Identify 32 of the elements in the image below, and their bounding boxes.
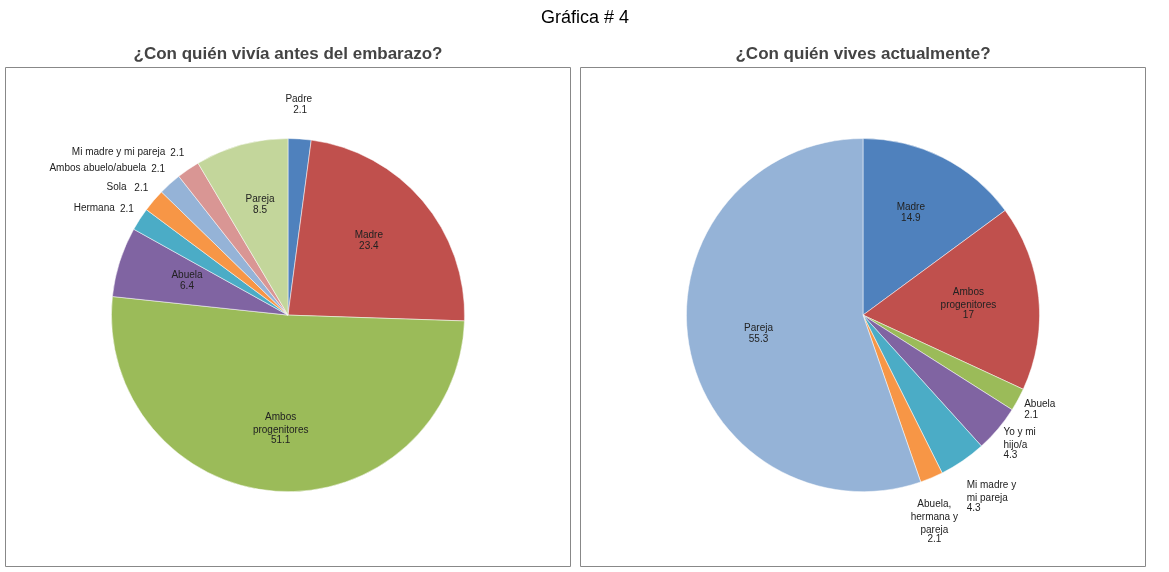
data-label: 8.5 xyxy=(253,203,268,215)
data-label: 4.3 xyxy=(1003,448,1018,460)
slice-label: Yo y mi hijo/a xyxy=(1003,425,1036,450)
data-label: 23.4 xyxy=(359,239,379,251)
chart-title: ¿Con quién vivía antes del embarazo? xyxy=(133,43,443,63)
data-label: 2.1 xyxy=(119,202,135,214)
slice-label: Mi madre y mi pareja xyxy=(71,145,166,157)
data-label: 17 xyxy=(962,308,975,320)
data-label: 2.1 xyxy=(1024,408,1039,420)
slice-label: Madre xyxy=(354,228,384,240)
slice-label: Abuela xyxy=(171,268,204,280)
data-label: 2.1 xyxy=(151,162,166,174)
data-label: 55.3 xyxy=(748,332,769,344)
slice-label: Sola xyxy=(106,180,127,192)
data-label: 2.1 xyxy=(134,181,149,193)
slice-label: Madre xyxy=(896,200,926,212)
slice-label: Mi madre y mi pareja xyxy=(966,478,1017,503)
slice-label: Padre xyxy=(285,93,313,105)
text: Gráfica # 4 xyxy=(540,6,630,29)
data-label: 4.3 xyxy=(966,501,982,513)
data-label: 6.4 xyxy=(180,279,195,291)
slice-label: Ambos abuelo/abuela xyxy=(49,162,147,174)
slice-label: Ambos progenitores xyxy=(252,410,309,435)
slice-label: Pareja xyxy=(245,192,275,204)
data-label: 2.1 xyxy=(293,104,308,116)
chart-title: ¿Con quién vives actualmente? xyxy=(735,43,991,63)
data-label: 14.9 xyxy=(901,211,921,223)
data-label: 2.1 xyxy=(170,146,185,158)
slice-label: Ambos progenitores xyxy=(940,285,997,310)
slice-label: Abuela xyxy=(1024,397,1056,409)
slice-label: Hermana xyxy=(73,201,116,213)
slice-label: Pareja xyxy=(744,321,774,333)
